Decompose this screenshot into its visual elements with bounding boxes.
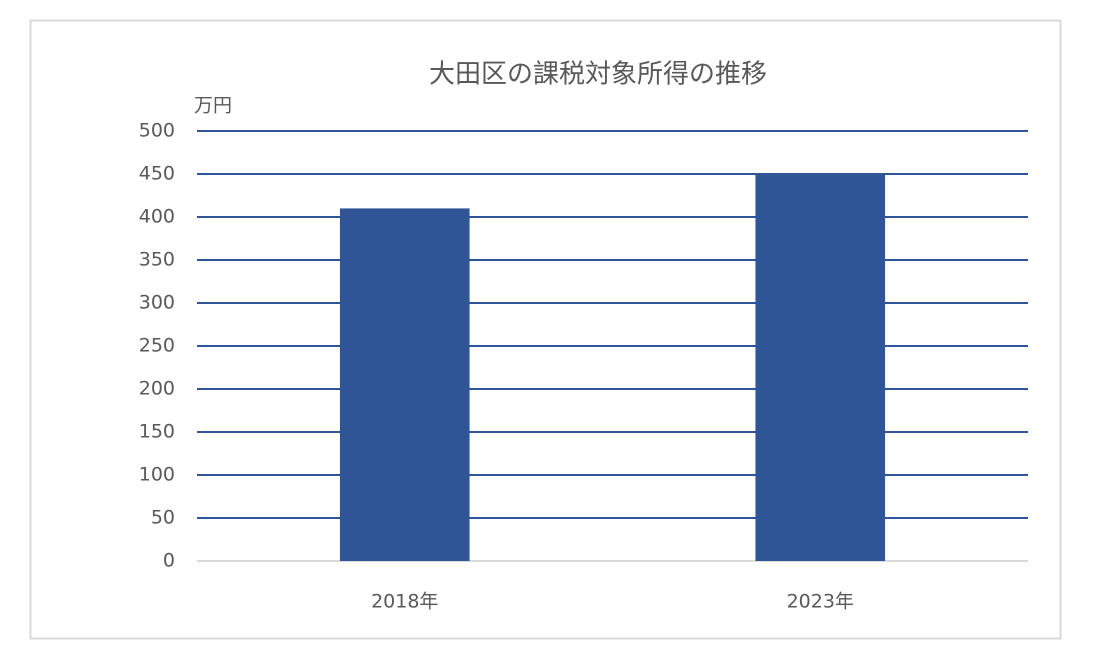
y-tick-label: 500 xyxy=(139,120,175,142)
x-tick-label: 2018年 xyxy=(371,591,438,613)
y-tick-label: 0 xyxy=(163,550,175,572)
y-tick-label: 300 xyxy=(139,292,175,314)
y-axis-label: 万円 xyxy=(194,95,232,117)
y-tick-label: 400 xyxy=(139,206,175,228)
y-tick-label: 200 xyxy=(139,378,175,400)
y-tick-label: 100 xyxy=(139,464,175,486)
bar xyxy=(755,174,886,562)
chart-title: 大田区の課税対象所得の推移 xyxy=(429,60,767,90)
x-tick-label: 2023年 xyxy=(787,591,854,613)
bar xyxy=(339,208,470,561)
y-tick-label: 150 xyxy=(139,421,175,443)
y-tick-label: 350 xyxy=(139,249,175,271)
chart-frame xyxy=(29,19,1062,640)
y-tick-label: 450 xyxy=(139,163,175,185)
y-tick-label: 50 xyxy=(151,507,175,529)
y-tick-label: 250 xyxy=(139,335,175,357)
